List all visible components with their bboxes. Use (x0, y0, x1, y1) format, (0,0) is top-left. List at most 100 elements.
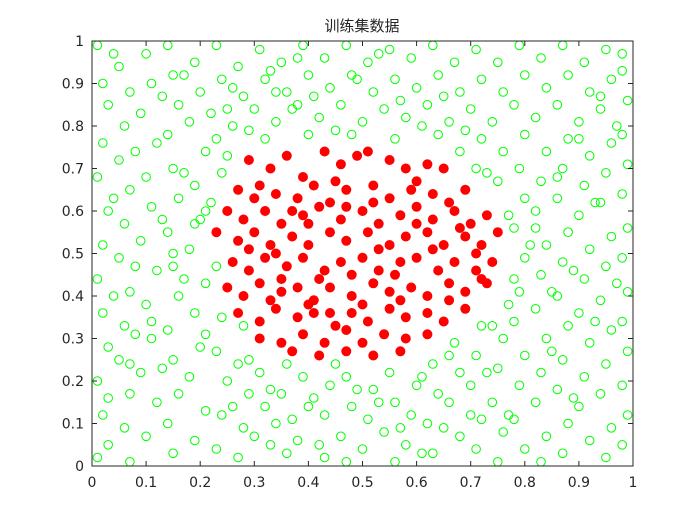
class-point-open (184, 244, 195, 255)
class-point-filled (433, 265, 444, 276)
class-point-open (260, 134, 270, 144)
class-point-open (211, 346, 222, 357)
class-point-open (509, 316, 519, 327)
class-point-open (179, 168, 189, 178)
class-point-filled (330, 320, 341, 331)
class-point-filled (243, 154, 254, 165)
class-point-open (455, 367, 465, 378)
class-point-open (217, 410, 227, 420)
class-point-open (552, 100, 563, 110)
y-tick-label: 1 (75, 34, 84, 50)
y-axis: 0 0.1 0.2 0.3 0.4 0.5 0.6 0.7 0.8 0.9 1 (62, 34, 633, 475)
class-point-open (584, 244, 595, 255)
class-point-open (200, 329, 211, 340)
class-point-open (173, 389, 184, 399)
class-point-open (595, 389, 606, 399)
class-point-open (244, 125, 254, 136)
class-point-open (433, 129, 444, 140)
class-point-open (476, 74, 487, 85)
class-point-filled (373, 218, 384, 229)
class-point-open (465, 380, 476, 391)
class-point-filled (395, 256, 406, 267)
class-point-filled (276, 273, 287, 284)
class-point-filled (222, 205, 233, 216)
class-point-open (103, 100, 113, 110)
y-tick-label: 0.7 (62, 162, 84, 178)
class-point-filled (427, 244, 438, 255)
class-point-filled (427, 188, 438, 199)
class-point-open (92, 172, 103, 182)
class-point-open (125, 185, 135, 195)
class-point-open (146, 202, 157, 212)
class-point-open (195, 342, 205, 352)
class-point-open (319, 53, 330, 63)
class-point-filled (411, 252, 422, 263)
class-point-open (157, 214, 168, 225)
class-point-open (595, 91, 606, 102)
class-point-open (406, 410, 417, 420)
class-point-open (330, 125, 341, 136)
class-point-filled (476, 273, 487, 284)
class-point-open (373, 397, 384, 408)
class-point-open (319, 410, 330, 420)
class-point-open (98, 308, 108, 318)
class-point-open (244, 389, 254, 399)
class-point-open (617, 316, 628, 327)
class-point-filled (362, 316, 373, 327)
class-point-filled (254, 180, 265, 191)
class-point-open (130, 146, 141, 157)
class-point-filled (384, 154, 395, 165)
class-point-open (498, 87, 509, 97)
class-point-open (557, 257, 568, 267)
x-tick-label: 0 (88, 475, 97, 491)
class-point-open (141, 172, 151, 182)
class-point-open (303, 70, 314, 80)
class-point-filled (276, 218, 287, 229)
class-point-filled (400, 231, 411, 242)
class-point-open (287, 414, 298, 425)
class-point-open (200, 206, 211, 216)
class-point-open (346, 401, 357, 412)
class-point-open (206, 108, 216, 119)
class-point-open (606, 325, 617, 335)
class-point-open (417, 121, 427, 131)
class-point-open (390, 74, 400, 85)
class-point-open (168, 248, 178, 259)
y-tick-label: 0.1 (62, 417, 84, 433)
class-point-open (152, 397, 162, 408)
y-tick-label: 0 (75, 459, 84, 475)
class-point-open (108, 49, 119, 59)
class-point-filled (287, 346, 298, 357)
class-point-filled (487, 256, 498, 267)
class-point-filled (341, 346, 352, 357)
class-point-open (217, 168, 227, 178)
class-point-open (487, 117, 498, 127)
class-point-open (292, 435, 303, 446)
class-point-open (357, 117, 368, 127)
class-point-open (162, 227, 173, 237)
class-point-open (622, 159, 633, 170)
class-point-open (190, 57, 200, 68)
class-point-filled (357, 252, 368, 263)
class-point-filled (227, 256, 238, 267)
class-point-open (557, 355, 568, 365)
class-point-open (536, 176, 546, 187)
class-point-open (325, 83, 335, 93)
class-point-open (265, 66, 276, 76)
class-point-open (595, 104, 606, 114)
class-point-open (341, 372, 352, 382)
class-point-open (574, 308, 584, 318)
class-point-filled (357, 337, 368, 348)
class-point-open (503, 299, 514, 310)
class-point-open (162, 325, 173, 335)
class-point-open (206, 197, 216, 208)
class-point-filled (270, 248, 281, 259)
class-point-filled (438, 316, 449, 327)
class-point-open (395, 423, 406, 433)
class-point-open (493, 176, 503, 187)
class-point-open (536, 53, 546, 63)
class-point-open (487, 397, 498, 408)
class-point-open (125, 359, 135, 369)
class-point-open (363, 414, 373, 425)
class-point-filled (471, 265, 482, 276)
